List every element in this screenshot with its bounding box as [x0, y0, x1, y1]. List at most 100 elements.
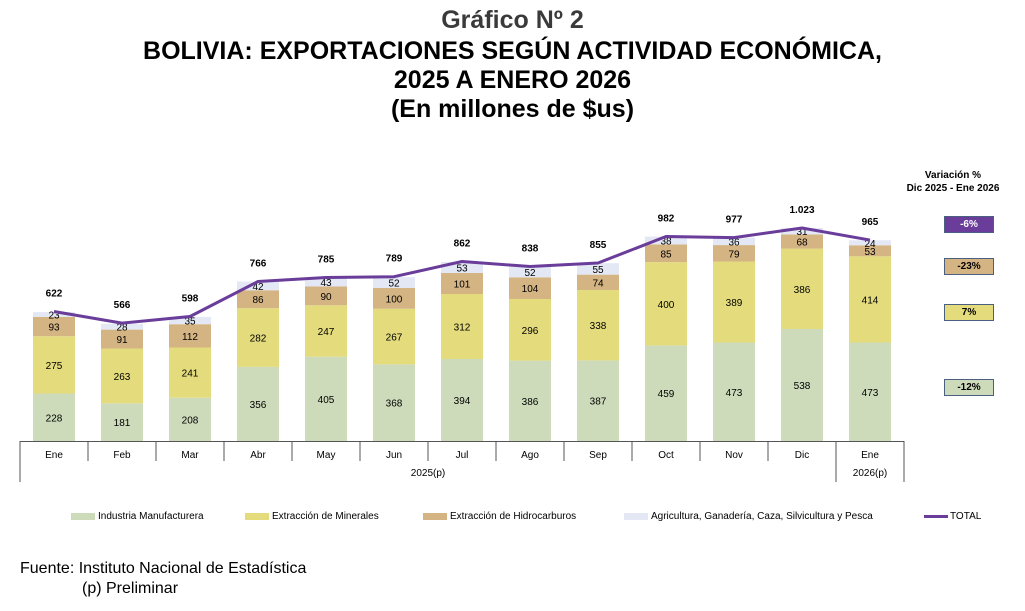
total-label: 789 — [386, 254, 403, 265]
bar-segment-manufacturera — [645, 345, 687, 441]
data-label-minerales: 247 — [318, 327, 335, 338]
data-label-minerales: 414 — [862, 295, 879, 306]
bar-segment-hidrocarburos — [441, 272, 483, 295]
data-label-minerales: 312 — [454, 322, 471, 333]
legend-swatch — [423, 513, 447, 520]
bar-segment-hidrocarburos — [781, 234, 823, 249]
bar-segment-minerales — [33, 336, 75, 394]
total-label: 982 — [658, 214, 675, 225]
bar-segment-manufacturera — [509, 360, 551, 441]
bar-segment-hidrocarburos — [305, 286, 347, 306]
bar-segment-minerales — [509, 299, 551, 361]
data-label-manufacturera: 473 — [726, 388, 743, 399]
variation-header: Variación % Dic 2025 - Ene 2026 — [888, 169, 1018, 195]
data-label-agricultura: 24 — [864, 239, 876, 250]
legend-item-agricultura: Agricultura, Ganadería, Caza, Silvicultu… — [624, 511, 873, 522]
bar-segment-minerales — [577, 290, 619, 361]
bar-segment-agricultura — [577, 263, 619, 275]
bar-segment-minerales — [305, 305, 347, 357]
data-label-minerales: 386 — [794, 285, 811, 296]
bar-segment-hidrocarburos — [101, 329, 143, 349]
x-tick-label: Mar — [181, 450, 199, 461]
legend-swatch — [624, 513, 648, 520]
bar-segment-agricultura — [33, 312, 75, 317]
legend-label: TOTAL — [950, 511, 982, 522]
total-label: 766 — [250, 259, 267, 270]
data-label-manufacturera: 459 — [658, 389, 675, 400]
legend-swatch — [71, 513, 95, 520]
data-label-hidrocarburos: 93 — [48, 323, 60, 334]
data-label-manufacturera: 386 — [522, 397, 539, 408]
data-label-agricultura: 52 — [524, 268, 536, 279]
x-tick-label: Oct — [658, 450, 674, 461]
total-label: 855 — [590, 240, 607, 251]
variation-badge-manufacturera: -12% — [944, 379, 994, 396]
data-label-hidrocarburos: 79 — [728, 249, 740, 260]
legend-label: Agricultura, Ganadería, Caza, Silvicultu… — [651, 511, 873, 522]
data-label-manufacturera: 405 — [318, 395, 335, 406]
x-tick-label: Jul — [456, 450, 469, 461]
bar-segment-agricultura — [169, 316, 211, 325]
preliminary-note: (p) Preliminar — [82, 580, 179, 597]
total-label: 965 — [862, 217, 879, 228]
variation-badge-minerales: 7% — [944, 304, 994, 321]
data-label-manufacturera: 368 — [386, 399, 403, 410]
data-label-minerales: 275 — [46, 361, 63, 372]
bar-segment-agricultura — [101, 323, 143, 330]
bar-segment-minerales — [781, 248, 823, 329]
bar-segment-manufacturera — [577, 360, 619, 441]
total-label: 977 — [726, 215, 743, 226]
total-labels-layer: 622 566 598 766 785 789 862 838 855 982 977 1.023 96… — [46, 205, 879, 311]
data-label-agricultura: 55 — [592, 265, 604, 276]
variation-badge-hidrocarburos: -23% — [944, 258, 994, 275]
x-tick-label: Dic — [795, 450, 809, 461]
legend-line-swatch — [924, 515, 948, 518]
bar-segment-agricultura — [849, 240, 891, 246]
data-label-manufacturera: 356 — [250, 400, 267, 411]
bar-segment-minerales — [849, 256, 891, 343]
bar-segment-manufacturera — [781, 328, 823, 441]
data-label-agricultura: 38 — [660, 236, 672, 247]
data-label-minerales: 267 — [386, 333, 403, 344]
bar-segment-minerales — [169, 347, 211, 398]
bar-segment-minerales — [373, 308, 415, 365]
legend-swatch — [245, 513, 269, 520]
bar-segment-hidrocarburos — [577, 274, 619, 291]
bar-segment-minerales — [713, 261, 755, 343]
x-tick-label: Ene — [861, 450, 879, 461]
bar-segment-manufacturera — [33, 393, 75, 441]
data-label-hidrocarburos: 104 — [522, 284, 539, 295]
total-label: 838 — [522, 244, 539, 255]
x-tick-label: Abr — [250, 450, 266, 461]
legend-item-total: TOTAL — [924, 511, 981, 522]
bar-segment-agricultura — [645, 236, 687, 245]
bar-segment-hidrocarburos — [645, 244, 687, 263]
data-label-hidrocarburos: 90 — [320, 292, 332, 303]
bar-segment-manufacturera — [373, 364, 415, 441]
bar-segment-hidrocarburos — [713, 245, 755, 262]
total-line-layer — [53, 226, 871, 325]
bar-segment-manufacturera — [101, 403, 143, 441]
bar-segment-manufacturera — [305, 356, 347, 441]
bar-segment-minerales — [237, 308, 279, 367]
data-label-manufacturera: 208 — [182, 415, 199, 426]
data-label-agricultura: 52 — [388, 279, 400, 290]
bar-segment-manufacturera — [441, 358, 483, 441]
data-label-minerales: 241 — [182, 369, 199, 380]
bar-segment-agricultura — [441, 261, 483, 273]
data-label-hidrocarburos: 91 — [116, 335, 128, 346]
data-label-agricultura: 53 — [456, 263, 468, 274]
chart-units: (En millones de $us) — [390, 95, 635, 123]
bar-segment-agricultura — [305, 277, 347, 287]
variation-header-line2: Dic 2025 - Ene 2026 — [906, 183, 1000, 194]
data-label-minerales: 389 — [726, 298, 743, 309]
total-label: 862 — [454, 239, 471, 250]
x-tick-label: Ene — [45, 450, 63, 461]
total-label: 566 — [114, 300, 131, 311]
chart-number: Gráfico Nº 2 — [441, 6, 584, 34]
bar-segment-minerales — [101, 348, 143, 404]
x-axis: Ene Feb Mar Abr May Jun Jul Ago Sep Oct Nov Dic Ene 2… — [19, 441, 905, 482]
data-label-minerales: 263 — [114, 372, 131, 383]
data-label-hidrocarburos: 53 — [864, 247, 876, 258]
